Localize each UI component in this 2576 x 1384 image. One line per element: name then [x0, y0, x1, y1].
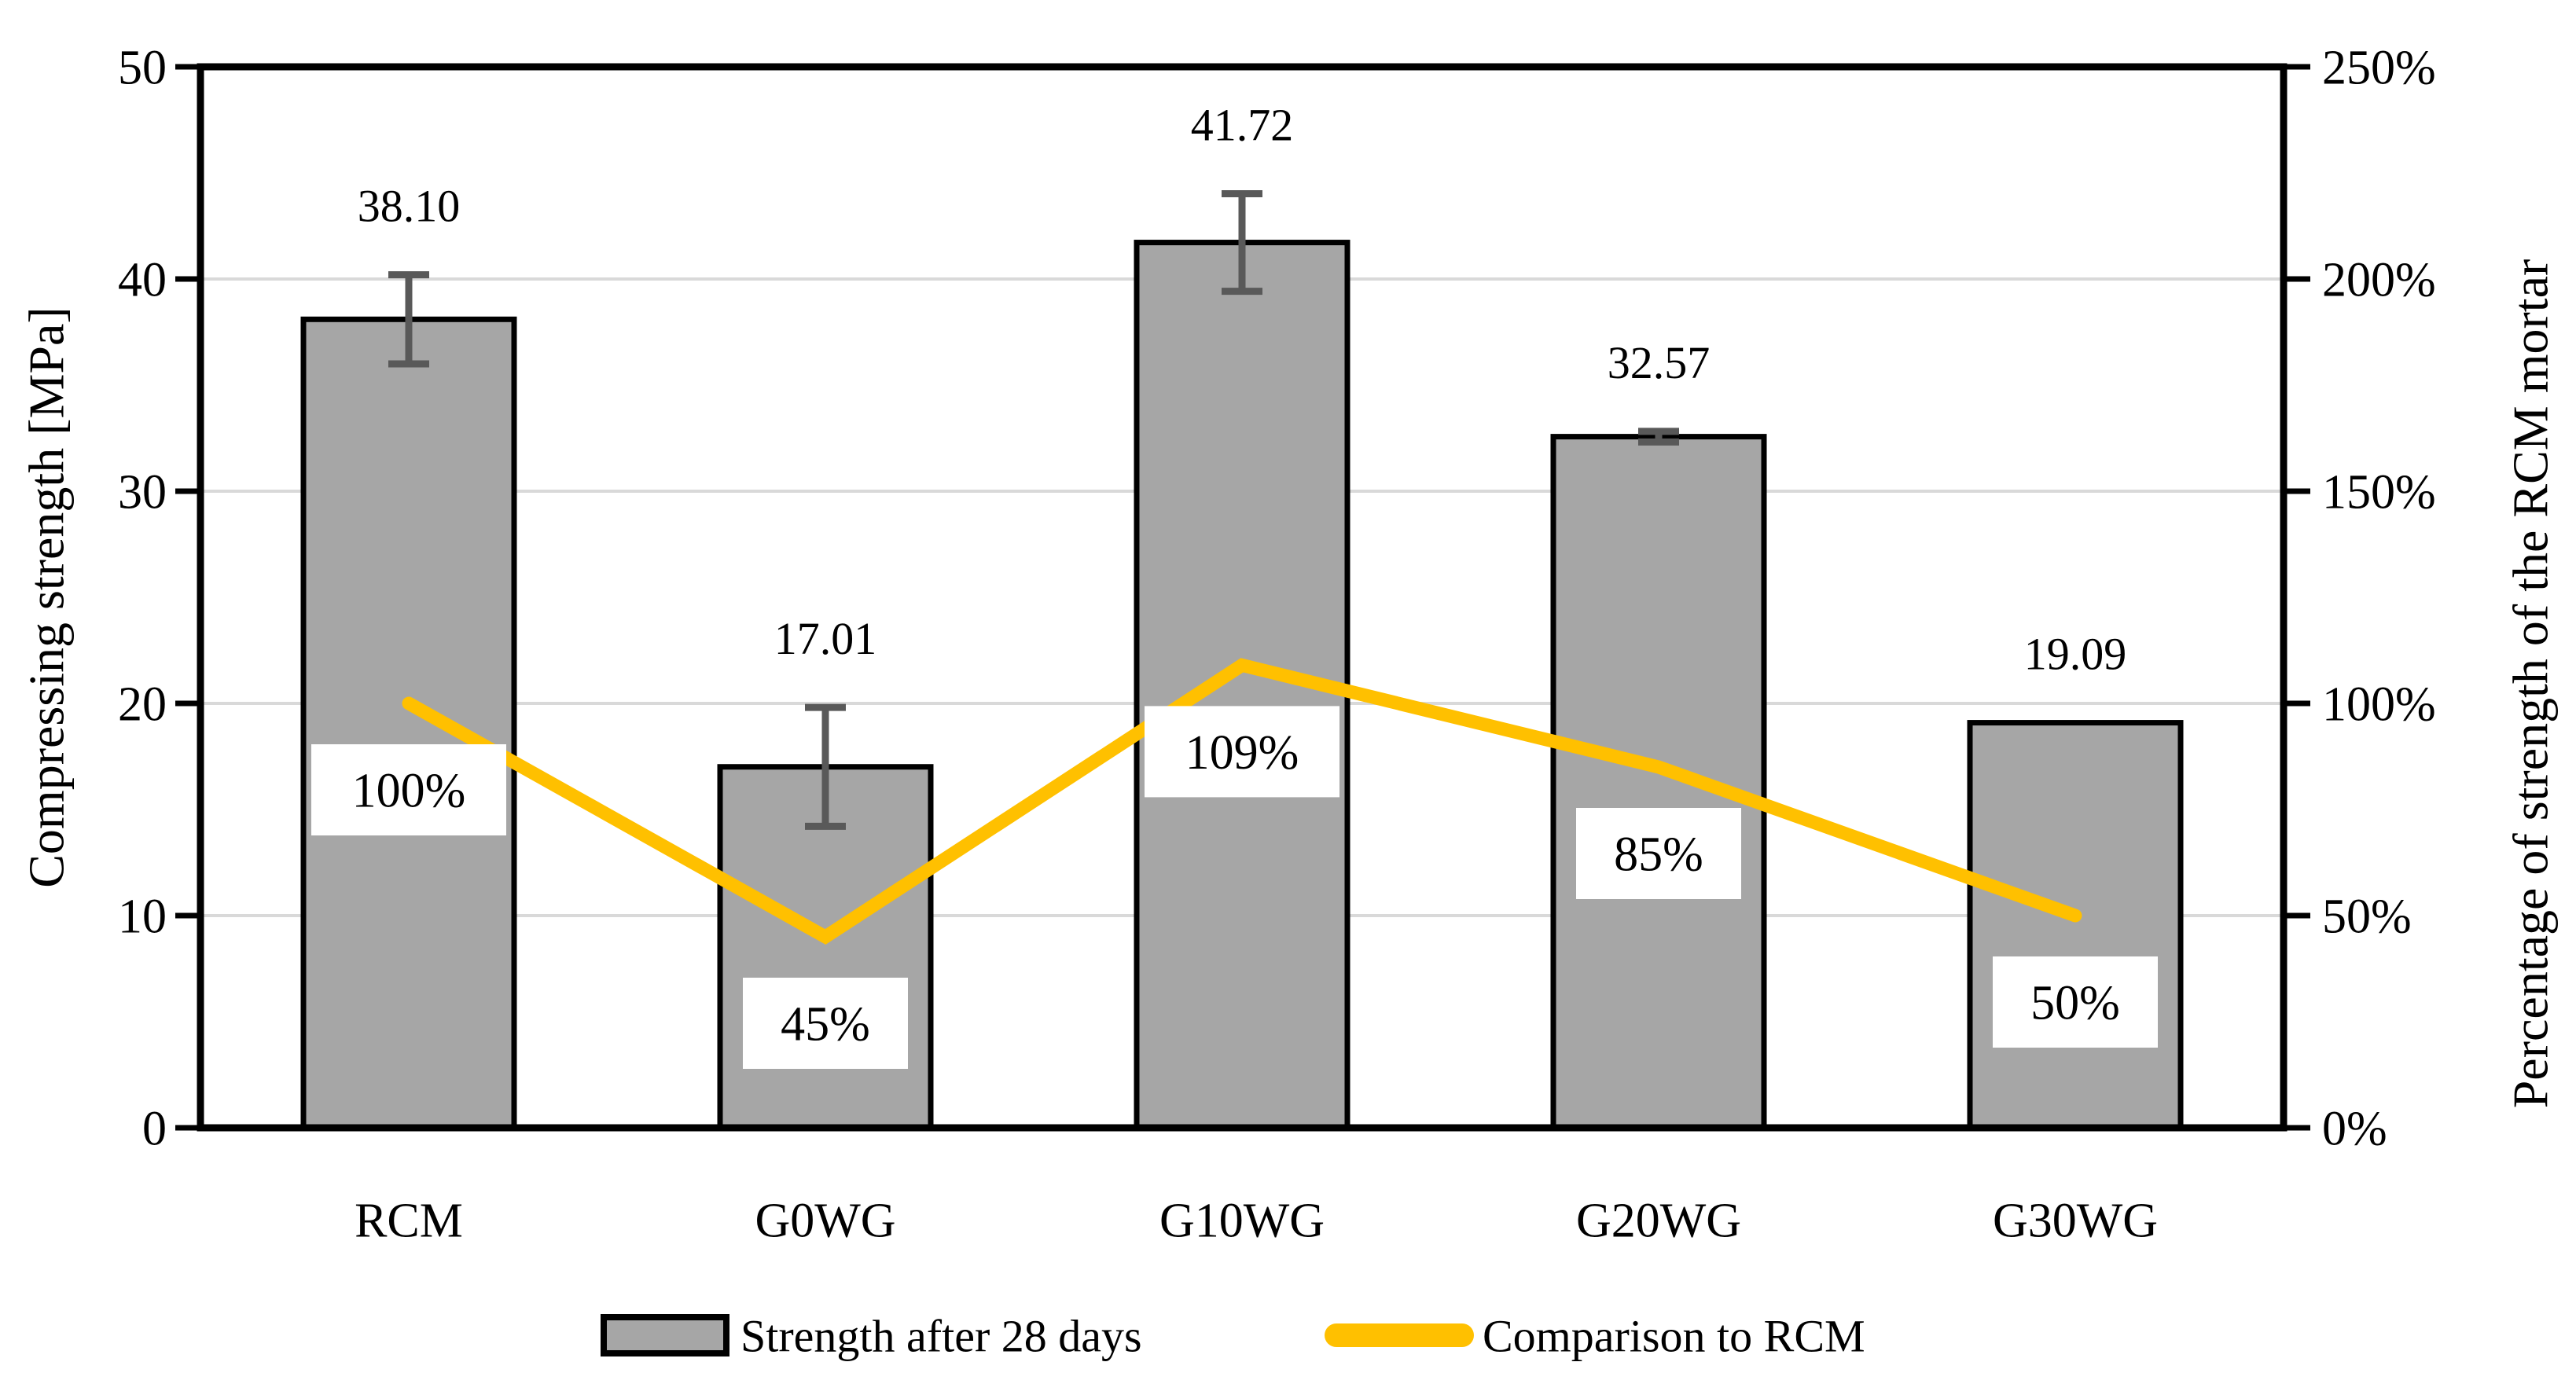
value-labels: 38.10 17.01 41.72 32.57 19.09: [358, 99, 2127, 679]
right-tick-label: 50%: [2322, 890, 2412, 944]
plot-area: 0 10 20 30 40 50 0% 50% 100% 150% 200% 250% RCM G0WG G…: [118, 42, 2436, 1248]
category-labels: RCM G0WG G10WG G20WG G30WG: [355, 1195, 2158, 1248]
category-label-G0WG: G0WG: [755, 1195, 895, 1248]
legend-line-label: Comparison to RCM: [1483, 1310, 1865, 1361]
percent-label: 50%: [2030, 977, 2120, 1030]
right-tick-label: 250%: [2322, 42, 2436, 95]
legend-bar-label: Strength after 28 days: [740, 1310, 1142, 1361]
bar-G30WG: [1967, 720, 2184, 1131]
bar-value-label: 19.09: [2024, 629, 2127, 680]
right-axis-title: Percentage of strength of the RCM mortar: [2502, 259, 2558, 1109]
left-tick-label: 0: [142, 1103, 167, 1156]
percent-label-box: [1145, 706, 1339, 798]
category-label-RCM: RCM: [355, 1195, 463, 1248]
plot-border: [197, 63, 2288, 1132]
bar-value-label: 32.57: [1608, 337, 1711, 388]
legend: Strength after 28 days Comparison to RCM: [601, 1310, 1865, 1361]
comparison-line: [402, 658, 2082, 945]
tick-labels: 0 10 20 30 40 50 0% 50% 100% 150% 200% 250%: [118, 42, 2436, 1156]
percent-label-box: [311, 744, 506, 835]
bar-value-label: 38.10: [358, 181, 461, 232]
percent-label-box: [1993, 956, 2158, 1048]
left-tick-label: 10: [118, 890, 167, 944]
right-tick-label: 150%: [2322, 466, 2436, 519]
bar-value-label: 17.01: [774, 613, 877, 664]
category-label-G20WG: G20WG: [1576, 1195, 1741, 1248]
percent-label: 109%: [1185, 726, 1299, 780]
percent-labels: 100% 45% 109% 85% 50%: [311, 706, 2158, 1069]
error-bars: [388, 189, 1679, 830]
percent-label: 100%: [352, 765, 466, 818]
legend-bar-swatch: [601, 1314, 729, 1356]
percent-label-box: [1576, 808, 1741, 899]
category-label-G30WG: G30WG: [1993, 1195, 2158, 1248]
percent-label: 45%: [781, 998, 870, 1052]
percent-label-box: [743, 978, 908, 1069]
left-tick-label: 40: [118, 254, 167, 307]
bar-value-label: 41.72: [1191, 99, 1294, 150]
left-tick-label: 50: [118, 42, 167, 95]
strength-bars: [300, 240, 2184, 1131]
percent-label: 85%: [1614, 828, 1703, 882]
right-tick-label: 0%: [2322, 1103, 2387, 1156]
bar-G20WG: [1550, 434, 1767, 1131]
left-axis-title: Compressing strength [MPa]: [18, 307, 74, 888]
right-tick-label: 200%: [2322, 254, 2436, 307]
axis-ticks: [175, 64, 2310, 1131]
bar-RCM: [300, 316, 517, 1131]
left-tick-label: 30: [118, 466, 167, 519]
right-tick-label: 100%: [2322, 678, 2436, 732]
left-tick-label: 20: [118, 678, 167, 732]
category-label-G10WG: G10WG: [1159, 1195, 1325, 1248]
